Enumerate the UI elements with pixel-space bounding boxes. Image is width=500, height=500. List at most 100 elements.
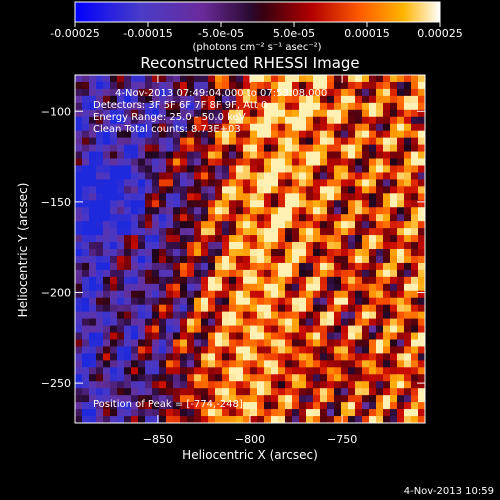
heatmap-cell — [264, 207, 272, 215]
heatmap-cell — [75, 367, 83, 375]
heatmap-cell — [89, 360, 97, 368]
heatmap-cell — [194, 207, 202, 215]
annotation-time-range: 4-Nov-2013 07:49:04.000 to 07:53:08.000 — [115, 88, 327, 99]
heatmap-cell — [369, 75, 377, 83]
heatmap-cell — [362, 290, 370, 299]
heatmap-cell — [201, 109, 209, 118]
heatmap-cell — [306, 262, 314, 271]
heatmap-cell — [173, 186, 181, 194]
heatmap-cell — [292, 269, 300, 278]
heatmap-cell — [397, 381, 405, 389]
heatmap-cell — [264, 179, 272, 187]
heatmap-cell — [229, 395, 237, 403]
heatmap-cell — [341, 158, 349, 167]
heatmap-cell — [229, 88, 237, 97]
heatmap-cell — [250, 339, 258, 348]
heatmap-cell — [320, 228, 328, 236]
heatmap-cell — [166, 75, 174, 83]
heatmap-cell — [96, 255, 104, 264]
heatmap-cell — [383, 214, 391, 222]
heatmap-cell — [152, 283, 160, 292]
heatmap-cell — [327, 381, 335, 389]
heatmap-cell — [89, 242, 97, 250]
heatmap-cell — [390, 200, 398, 208]
heatmap-cell — [404, 297, 412, 306]
heatmap-cell — [75, 388, 83, 396]
heatmap-cell — [306, 102, 314, 111]
heatmap-cell — [208, 137, 216, 146]
heatmap-cell — [292, 172, 300, 180]
heatmap-cell — [334, 262, 342, 271]
heatmap-cell — [278, 116, 286, 125]
heatmap-cell — [362, 144, 370, 153]
heatmap-cell — [201, 311, 209, 320]
heatmap-cell — [271, 402, 279, 410]
heatmap-cell — [264, 235, 272, 243]
heatmap-cell — [341, 332, 349, 341]
heatmap-cell — [131, 353, 139, 361]
heatmap-cell — [145, 228, 153, 236]
heatmap-cell — [243, 360, 251, 368]
heatmap-cell — [145, 95, 153, 104]
heatmap-cell — [222, 151, 230, 160]
heatmap-cell — [285, 130, 293, 139]
heatmap-cell — [194, 165, 202, 174]
heatmap-cell — [229, 262, 237, 271]
heatmap-cell — [383, 235, 391, 243]
heatmap-cell — [75, 339, 83, 348]
heatmap-cell — [145, 255, 153, 264]
heatmap-cell — [285, 290, 293, 299]
heatmap-cell — [404, 283, 412, 292]
heatmap-cell — [418, 409, 425, 417]
heatmap-cell — [292, 409, 300, 417]
heatmap-cell — [222, 214, 230, 222]
heatmap-cell — [369, 207, 377, 215]
heatmap-cell — [103, 88, 111, 97]
heatmap-cell — [327, 207, 335, 215]
heatmap-cell — [89, 374, 97, 382]
heatmap-cell — [341, 95, 349, 104]
heatmap-cell — [215, 381, 223, 389]
heatmap-cell — [264, 144, 272, 153]
heatmap-cell — [278, 346, 286, 354]
heatmap-cell — [271, 242, 279, 250]
heatmap-cell — [138, 409, 146, 417]
heatmap-cell — [369, 402, 377, 410]
heatmap-cell — [369, 374, 377, 382]
heatmap-cell — [334, 95, 342, 104]
heatmap-cell — [138, 158, 146, 167]
heatmap-cell — [194, 276, 202, 285]
heatmap-cell — [313, 172, 321, 180]
heatmap-cell — [194, 311, 202, 320]
heatmap-cell — [96, 276, 104, 285]
heatmap-cell — [103, 186, 111, 194]
heatmap-cell — [411, 304, 419, 313]
heatmap-cell — [404, 116, 412, 125]
heatmap-cell — [103, 360, 111, 368]
heatmap-cell — [82, 283, 90, 292]
heatmap-cell — [201, 172, 209, 180]
heatmap-cell — [243, 151, 251, 160]
heatmap-cell — [418, 102, 425, 111]
heatmap-cell — [173, 367, 181, 375]
heatmap-cell — [96, 165, 104, 174]
heatmap-cell — [306, 255, 314, 264]
heatmap-cell — [299, 158, 307, 167]
heatmap-cell — [243, 318, 251, 327]
heatmap-cell — [124, 353, 132, 361]
heatmap-cell — [187, 242, 195, 250]
heatmap-cell — [404, 367, 412, 375]
heatmap-cell — [341, 137, 349, 146]
heatmap-cell — [390, 151, 398, 160]
heatmap-cell — [243, 179, 251, 187]
heatmap-cell — [124, 81, 132, 90]
heatmap-cell — [369, 283, 377, 292]
heatmap-cell — [285, 318, 293, 327]
heatmap-cell — [257, 165, 265, 174]
heatmap-cell — [75, 186, 83, 194]
heatmap-cell — [348, 416, 356, 423]
heatmap-cell — [166, 255, 174, 264]
heatmap-cell — [376, 311, 384, 320]
heatmap-cell — [327, 75, 335, 83]
heatmap-cell — [131, 75, 139, 83]
